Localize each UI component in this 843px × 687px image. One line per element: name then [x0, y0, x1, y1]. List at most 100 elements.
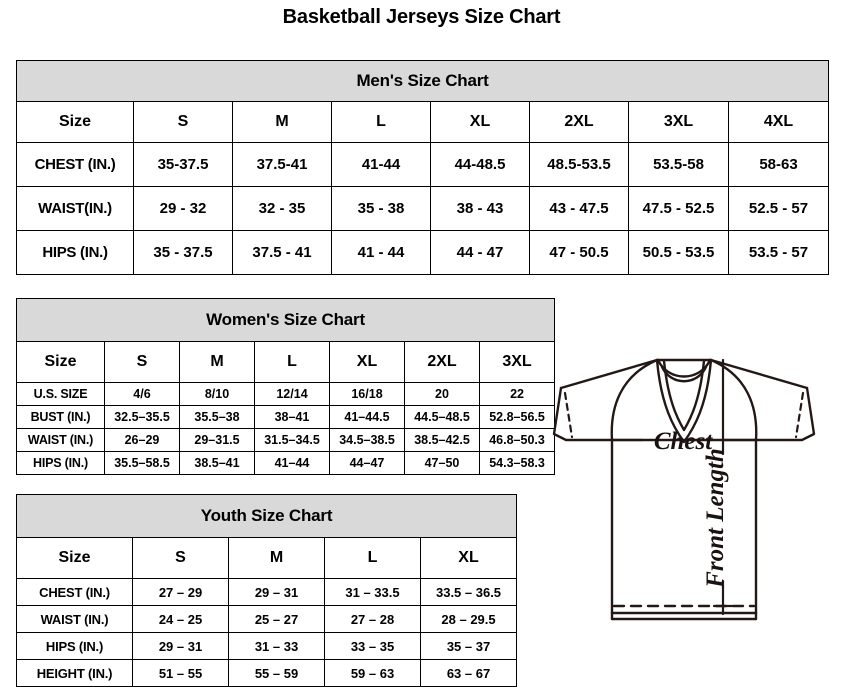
- mens-chest-m: 37.5-41: [232, 142, 332, 187]
- youth-waist-s: 24 – 25: [132, 605, 229, 633]
- youth-height-m: 55 – 59: [228, 659, 325, 687]
- womens-header-l: L: [254, 341, 330, 383]
- mens-hips-m: 37.5 - 41: [232, 230, 332, 275]
- youth-row-label-chest: CHEST (IN.): [16, 578, 133, 606]
- mens-header-size: Size: [16, 101, 134, 143]
- mens-hips-s: 35 - 37.5: [133, 230, 233, 275]
- womens-us-size-2xl: 20: [404, 382, 480, 406]
- womens-header-m: M: [179, 341, 255, 383]
- table-row: HIPS (IN.) 35 - 37.5 37.5 - 41 41 - 44 4…: [16, 230, 830, 275]
- womens-band-title: Women's Size Chart: [15, 298, 556, 342]
- youth-hips-s: 29 – 31: [132, 632, 229, 660]
- mens-waist-m: 32 - 35: [232, 186, 332, 231]
- table-row: CHEST (IN.) 35-37.5 37.5-41 41-44 44-48.…: [16, 142, 830, 187]
- table-row: WAIST (IN.) 26–29 29–31.5 31.5–34.5 34.5…: [16, 428, 556, 452]
- mens-hips-l: 41 - 44: [331, 230, 431, 275]
- womens-us-size-l: 12/14: [254, 382, 330, 406]
- womens-header-xl: XL: [329, 341, 405, 383]
- table-row: HIPS (IN.) 29 – 31 31 – 33 33 – 35 35 – …: [16, 632, 518, 660]
- mens-row-label-hips: HIPS (IN.): [16, 230, 134, 275]
- youth-chest-l: 31 – 33.5: [324, 578, 421, 606]
- mens-chest-2xl: 48.5-53.5: [529, 142, 629, 187]
- mens-waist-3xl: 47.5 - 52.5: [628, 186, 729, 231]
- mens-header-l: L: [331, 101, 431, 143]
- table-row: WAIST(IN.) 29 - 32 32 - 35 35 - 38 38 - …: [16, 186, 830, 231]
- youth-height-s: 51 – 55: [132, 659, 229, 687]
- table-row: BUST (IN.) 32.5–35.5 35.5–38 38–41 41–44…: [16, 405, 556, 429]
- womens-header-row: Size S M L XL 2XL 3XL: [16, 341, 556, 383]
- table-row: U.S. SIZE 4/6 8/10 12/14 16/18 20 22: [16, 382, 556, 406]
- mens-waist-4xl: 52.5 - 57: [727, 186, 830, 231]
- youth-band-row: Youth Size Chart: [15, 494, 518, 538]
- mens-header-m: M: [232, 101, 332, 143]
- youth-waist-xl: 28 – 29.5: [419, 605, 518, 633]
- womens-waist-xl: 34.5–38.5: [329, 428, 405, 452]
- mens-band-row: Men's Size Chart: [15, 60, 830, 102]
- right-sleeve-outline: [754, 386, 816, 442]
- womens-us-size-3xl: 22: [478, 382, 556, 406]
- mens-header-4xl: 4XL: [727, 101, 830, 143]
- table-row: HIPS (IN.) 35.5–58.5 38.5–41 41–44 44–47…: [16, 451, 556, 475]
- womens-header-3xl: 3XL: [478, 341, 556, 383]
- youth-hips-xl: 35 – 37: [419, 632, 518, 660]
- front-length-label: Front Length: [702, 448, 729, 589]
- mens-waist-l: 35 - 38: [331, 186, 431, 231]
- mens-waist-2xl: 43 - 47.5: [529, 186, 629, 231]
- youth-waist-m: 25 – 27: [228, 605, 325, 633]
- womens-bust-s: 32.5–35.5: [104, 405, 180, 429]
- youth-row-label-height: HEIGHT (IN.): [16, 659, 133, 687]
- mens-chest-xl: 44-48.5: [430, 142, 530, 187]
- womens-bust-m: 35.5–38: [179, 405, 255, 429]
- neck-inner-v-line: [662, 359, 706, 432]
- womens-hips-m: 38.5–41: [179, 451, 255, 475]
- right-armhole-curve: [709, 358, 758, 442]
- womens-hips-3xl: 54.3–58.3: [478, 451, 556, 475]
- youth-hips-l: 33 – 35: [324, 632, 421, 660]
- womens-us-size-xl: 16/18: [329, 382, 405, 406]
- womens-waist-l: 31.5–34.5: [254, 428, 330, 452]
- womens-bust-l: 38–41: [254, 405, 330, 429]
- youth-header-m: M: [228, 537, 325, 579]
- womens-hips-s: 35.5–58.5: [104, 451, 180, 475]
- mens-chest-3xl: 53.5-58: [628, 142, 729, 187]
- womens-bust-3xl: 52.8–56.5: [478, 405, 556, 429]
- youth-size-chart-table: Youth Size Chart Size S M L XL CHEST (IN…: [15, 494, 518, 687]
- womens-header-size: Size: [16, 341, 105, 383]
- womens-row-label-us-size: U.S. SIZE: [16, 382, 105, 406]
- mens-hips-4xl: 53.5 - 57: [727, 230, 830, 275]
- left-armhole-curve: [610, 358, 659, 442]
- mens-waist-xl: 38 - 43: [430, 186, 530, 231]
- youth-height-xl: 63 – 67: [419, 659, 518, 687]
- youth-height-l: 59 – 63: [324, 659, 421, 687]
- womens-header-2xl: 2XL: [404, 341, 480, 383]
- womens-us-size-m: 8/10: [179, 382, 255, 406]
- youth-chest-m: 29 – 31: [228, 578, 325, 606]
- youth-header-s: S: [132, 537, 229, 579]
- womens-waist-3xl: 46.8–50.3: [478, 428, 556, 452]
- womens-waist-2xl: 38.5–42.5: [404, 428, 480, 452]
- youth-header-xl: XL: [419, 537, 518, 579]
- womens-row-label-hips: HIPS (IN.): [16, 451, 105, 475]
- youth-header-row: Size S M L XL: [16, 537, 518, 579]
- page-title: Basketball Jerseys Size Chart: [282, 6, 561, 28]
- right-shoulder-seam-line: [709, 358, 809, 390]
- womens-hips-2xl: 47–50: [404, 451, 480, 475]
- mens-hips-2xl: 47 - 50.5: [529, 230, 629, 275]
- womens-row-label-waist: WAIST (IN.): [16, 428, 105, 452]
- womens-band-row: Women's Size Chart: [15, 298, 556, 342]
- youth-waist-l: 27 – 28: [324, 605, 421, 633]
- mens-size-chart-table: Men's Size Chart Size S M L XL 2XL 3XL 4…: [15, 60, 830, 275]
- mens-header-3xl: 3XL: [628, 101, 729, 143]
- womens-hips-xl: 44–47: [329, 451, 405, 475]
- mens-row-label-waist: WAIST(IN.): [16, 186, 134, 231]
- womens-waist-m: 29–31.5: [179, 428, 255, 452]
- collar-band-upper-curve: [656, 358, 712, 378]
- womens-row-label-bust: BUST (IN.): [16, 405, 105, 429]
- jersey-measurement-diagram: Chest Front Length: [528, 336, 840, 672]
- youth-band-title: Youth Size Chart: [15, 494, 518, 538]
- mens-band-title: Men's Size Chart: [15, 60, 830, 102]
- right-cuff-dashed-line: [794, 391, 805, 439]
- womens-size-chart-table: Women's Size Chart Size S M L XL 2XL 3XL…: [15, 298, 556, 475]
- chest-label: Chest: [654, 428, 713, 455]
- mens-chest-l: 41-44: [331, 142, 431, 187]
